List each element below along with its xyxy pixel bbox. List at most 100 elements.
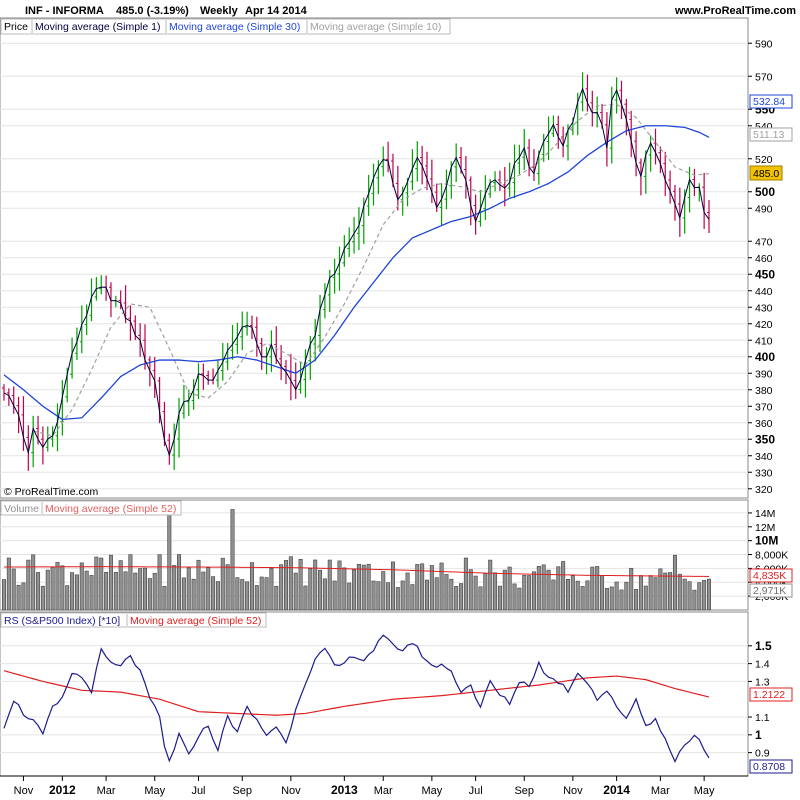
price-panel: Price Moving average (Simple 1) Moving a…: [0, 17, 793, 499]
price-tick-label: 430: [755, 302, 773, 314]
volume-bar: [352, 569, 357, 611]
price-gridlines: [0, 42, 748, 490]
x-tick-label: 2012: [49, 783, 76, 797]
rs-axis: 1.5 1.4 1.3 1.1 1 0.9: [748, 639, 772, 760]
rs-tick-label: 1.5: [755, 639, 772, 653]
price-tick-label: 350: [755, 432, 775, 446]
volume-bar: [551, 579, 556, 611]
rs-ma52-line: [3, 670, 710, 716]
volume-bar: [225, 564, 230, 611]
volume-bar: [459, 583, 464, 611]
price-tick-label: 460: [755, 253, 773, 265]
volume-bar: [405, 572, 410, 611]
volume-bar: [531, 571, 536, 611]
volume-bar: [308, 568, 313, 611]
ma10-tag: [749, 127, 793, 142]
ma30-tag: [749, 94, 793, 109]
volume-bar: [249, 562, 254, 611]
volume-bar: [138, 568, 143, 611]
volume-bar: [133, 572, 138, 611]
chart-logo-icon: [2, 3, 22, 17]
volume-bar: [240, 579, 245, 611]
volume-legend-box: [0, 500, 182, 516]
volume-bar: [580, 586, 585, 611]
rs-legend-box: [0, 612, 267, 628]
volume-bar: [692, 589, 697, 611]
x-tick-label: May: [694, 785, 715, 797]
volume-bar: [40, 585, 45, 611]
x-tick-label: Nov: [281, 785, 301, 797]
rs-legend: RS (S&P500 Index) [*10] Moving average (…: [0, 612, 267, 628]
rs-tick-label: 1.1: [755, 712, 770, 724]
volume-bar: [672, 554, 677, 611]
volume-panel: Volume Moving average (Simple 52) 14M 12M…: [0, 499, 793, 611]
volume-bar: [697, 582, 702, 611]
volume-bar: [609, 586, 614, 611]
volume-bar: [70, 572, 75, 611]
volume-bar: [663, 572, 668, 611]
rs-ma-tag: [749, 687, 793, 702]
x-axis: Nov 2012 Mar May Jul Sep Nov 2013 Mar May Jul Sep No…: [0, 775, 748, 797]
volume-bar: [94, 556, 99, 611]
volume-bar: [264, 577, 269, 611]
volume-bar: [186, 567, 191, 611]
volume-bar: [172, 565, 177, 611]
volume-bar: [390, 561, 395, 611]
volume-bar: [332, 580, 337, 611]
volume-bar: [288, 556, 293, 611]
volume-bar: [585, 580, 590, 611]
volume-bar: [298, 559, 303, 611]
volume-bar: [220, 557, 225, 611]
volume-bar: [429, 565, 434, 611]
rs-panel: RS (S&P500 Index) [*10] Moving average (…: [0, 611, 793, 777]
volume-bar: [386, 582, 391, 611]
volume-bar: [104, 571, 109, 611]
volume-bar: [624, 581, 629, 611]
x-tick-label: Nov: [14, 785, 34, 797]
legend-rs: RS (S&P500 Index) [*10]: [4, 615, 120, 627]
volume-bar: [108, 554, 113, 611]
ma1-line: [3, 87, 710, 457]
volume-bar: [420, 563, 425, 611]
price-tags: 532.84 511.13 485.0: [749, 94, 793, 181]
ma30-line: [3, 125, 710, 421]
volume-bar: [45, 569, 50, 611]
volume-bar: [206, 567, 211, 611]
quote-change: 485.0 (-3.19%): [116, 5, 189, 17]
volume-bar: [512, 583, 517, 611]
price-tick-label: 590: [755, 38, 773, 50]
volume-bar: [347, 582, 352, 611]
volume-bar: [128, 554, 133, 611]
vol-ma-tag: [749, 568, 793, 583]
volume-bar: [293, 572, 298, 611]
volume-legend: Volume Moving average (Simple 52): [0, 500, 182, 516]
volume-bar: [541, 564, 546, 611]
volume-bar: [527, 575, 532, 611]
volume-bar: [648, 575, 653, 611]
ma10-line: [33, 103, 710, 437]
volume-bar: [381, 571, 386, 611]
volume-bar: [327, 559, 332, 611]
volume-bar: [303, 585, 308, 611]
volume-bar: [463, 557, 468, 611]
volume-bar: [653, 577, 658, 611]
volume-bar: [561, 561, 566, 611]
volume-bar: [84, 570, 89, 611]
legend-volume-ma52: Moving average (Simple 52): [45, 503, 176, 515]
volume-bar: [502, 569, 507, 611]
volume-bar: [658, 568, 663, 611]
symbol-title: INF - INFORMA: [25, 5, 104, 17]
volume-bar: [478, 586, 483, 611]
volume-bar: [702, 580, 707, 611]
volume-bar: [483, 573, 488, 611]
rs-tick-label: 1.4: [755, 659, 770, 671]
price-tick-label: 420: [755, 319, 773, 331]
volume-bar: [337, 560, 342, 611]
volume-bar: [235, 577, 240, 611]
volume-bar: [230, 509, 235, 611]
volume-bar: [410, 584, 415, 611]
volume-bar: [497, 585, 502, 611]
rs-last-tag-value: 0.8708: [753, 761, 785, 773]
volume-bar: [157, 554, 162, 611]
legend-rs-ma52: Moving average (Simple 52): [130, 615, 261, 627]
